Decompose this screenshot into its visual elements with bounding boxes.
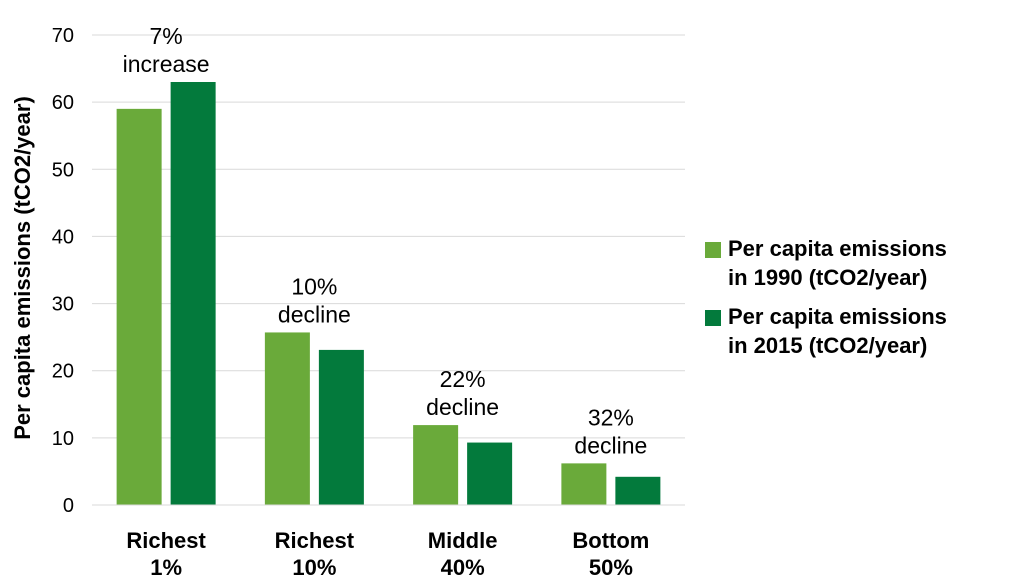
annotation-label: 32% decline <box>574 404 647 458</box>
bar <box>413 425 459 505</box>
legend: Per capita emissions in 1990 (tCO2/year) P… <box>705 236 947 358</box>
legend-swatch <box>705 242 721 258</box>
x-category-label: Middle 40% <box>428 528 498 580</box>
y-axis-ticks: 0 10 20 30 40 50 60 70 <box>52 25 74 517</box>
legend-swatch <box>705 310 721 326</box>
x-category-label: Bottom 50% <box>572 528 649 580</box>
y-tick-label: 0 <box>63 495 74 517</box>
annotation-label: 7% increase <box>123 23 210 77</box>
annotation-label: 10% decline <box>278 273 351 327</box>
x-category-label: Richest 1% <box>126 528 206 580</box>
bar <box>170 82 216 505</box>
annotations: 7% increase 10% decline 22% decline 32% decline <box>123 23 648 458</box>
legend-label: Per capita emissions in 2015 (tCO2/year) <box>728 304 947 358</box>
x-axis-categories: Richest 1% Richest 10% Middle 40% Bottom 50% <box>126 528 649 580</box>
y-tick-label: 50 <box>52 159 74 181</box>
bar <box>561 463 607 505</box>
bars <box>116 82 661 505</box>
annotation-label: 22% decline <box>426 366 499 420</box>
bar <box>467 442 513 505</box>
y-tick-label: 20 <box>52 361 74 383</box>
x-category-label: Richest 10% <box>275 528 355 580</box>
bar <box>615 476 661 505</box>
y-tick-label: 70 <box>52 25 74 47</box>
bar <box>116 108 162 505</box>
y-tick-label: 30 <box>52 294 74 316</box>
y-tick-label: 60 <box>52 92 74 114</box>
bar <box>318 349 364 505</box>
bar <box>264 332 310 505</box>
legend-label: Per capita emissions in 1990 (tCO2/year) <box>728 236 947 290</box>
y-tick-label: 10 <box>52 428 74 450</box>
y-axis-label: Per capita emissions (tCO2/year) <box>10 96 35 440</box>
y-tick-label: 40 <box>52 226 74 248</box>
